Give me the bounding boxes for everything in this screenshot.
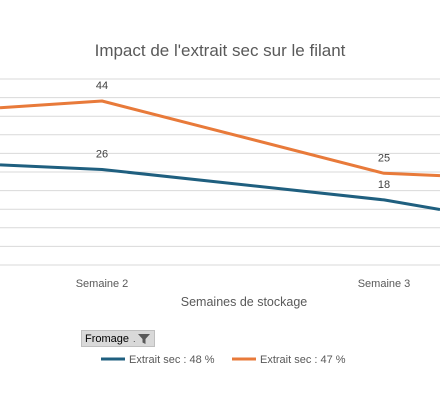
data-label: 25: [378, 152, 390, 164]
x-tick-label: Semaine 2: [76, 278, 129, 290]
chart-title: Impact de l'extrait sec sur le filant: [95, 41, 346, 60]
filter-button-label: Fromage: [85, 332, 130, 345]
data-label: 44: [96, 80, 108, 92]
legend: Extrait sec : 48 % Extrait sec : 47 %: [101, 354, 346, 366]
x-tick-label: Semaine 3: [358, 278, 411, 290]
data-labels: 26 18 44 25: [96, 80, 390, 191]
x-axis-title: Semaines de stockage: [181, 295, 308, 309]
filter-button-dots: .: [133, 333, 136, 344]
data-label: 18: [378, 179, 390, 191]
series-line-2: [0, 99, 440, 178]
series-line-1: [0, 163, 440, 211]
series-lines: [0, 99, 440, 211]
legend-entry: Extrait sec : 47 %: [260, 354, 346, 366]
gridlines: [0, 78, 440, 266]
legend-entry: Extrait sec : 48 %: [129, 354, 215, 366]
data-label: 26: [96, 149, 108, 161]
fromage-filter-button[interactable]: Fromage .: [81, 330, 155, 347]
x-tick-labels: Semaine 2 Semaine 3: [76, 278, 411, 290]
filter-icon: [137, 333, 150, 345]
